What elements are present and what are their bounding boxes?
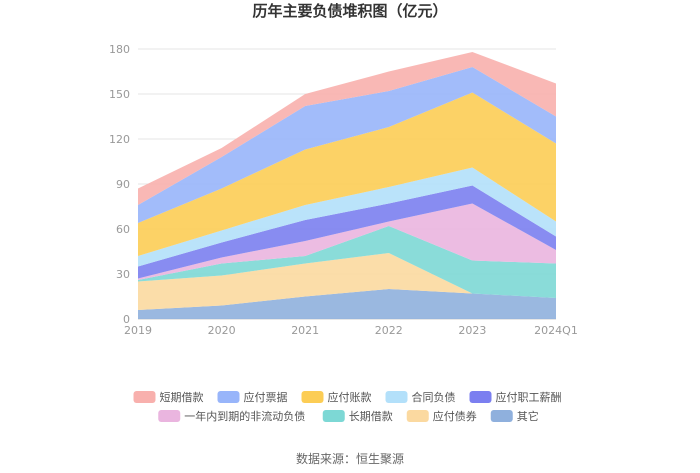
- legend-item-label[interactable]: 应付债券: [433, 409, 477, 423]
- x-tick-label: 2021: [291, 324, 319, 337]
- x-tick-label: 2023: [458, 324, 486, 337]
- area-series-2: [138, 226, 556, 298]
- y-tick-label: 90: [116, 178, 130, 191]
- x-tick-label: 2022: [375, 324, 403, 337]
- legend-swatch: [490, 410, 513, 422]
- legend-swatch: [385, 391, 408, 403]
- legend-swatch: [217, 391, 240, 403]
- y-tick-label: 120: [109, 133, 130, 146]
- legend-swatch: [469, 391, 492, 403]
- area-series-1: [138, 253, 556, 310]
- x-axis: 2019 2020 2021 2022 2023 2024Q1: [124, 324, 578, 337]
- y-tick-label: 180: [109, 43, 130, 56]
- y-tick-label: 0: [123, 313, 130, 326]
- legend-item-label[interactable]: 应付账款: [328, 390, 372, 404]
- area-series-3: [138, 203, 556, 280]
- legend-swatch: [322, 410, 345, 422]
- legend-swatch: [406, 410, 429, 422]
- legend-item-label[interactable]: 应付票据: [244, 390, 288, 404]
- source-note: 数据来源：恒生聚源: [296, 451, 404, 466]
- chart-title: 历年主要负债堆积图（亿元）: [252, 2, 447, 20]
- legend-swatch: [158, 410, 181, 422]
- y-tick-label: 150: [109, 88, 130, 101]
- y-axis: 0 30 60 90 120 150 180: [109, 43, 130, 326]
- x-tick-label: 2024Q1: [534, 324, 578, 337]
- x-tick-label: 2019: [124, 324, 152, 337]
- legend-item-label[interactable]: 短期借款: [160, 390, 204, 404]
- area-series-0: [138, 289, 556, 319]
- y-tick-label: 30: [116, 268, 130, 281]
- legend-item-label[interactable]: 一年内到期的非流动负债: [184, 409, 305, 423]
- legend-item-label[interactable]: 其它: [517, 409, 539, 423]
- legend-swatch: [133, 391, 156, 403]
- area-series-group: [138, 52, 556, 319]
- area-series-6: [138, 92, 556, 256]
- legend-item-label[interactable]: 合同负债: [412, 390, 456, 404]
- y-tick-label: 60: [116, 223, 130, 236]
- legend-item-label[interactable]: 长期借款: [349, 409, 393, 423]
- legend-swatch: [301, 391, 324, 403]
- x-tick-label: 2020: [208, 324, 236, 337]
- legend-item-label[interactable]: 应付职工薪酬: [496, 390, 562, 404]
